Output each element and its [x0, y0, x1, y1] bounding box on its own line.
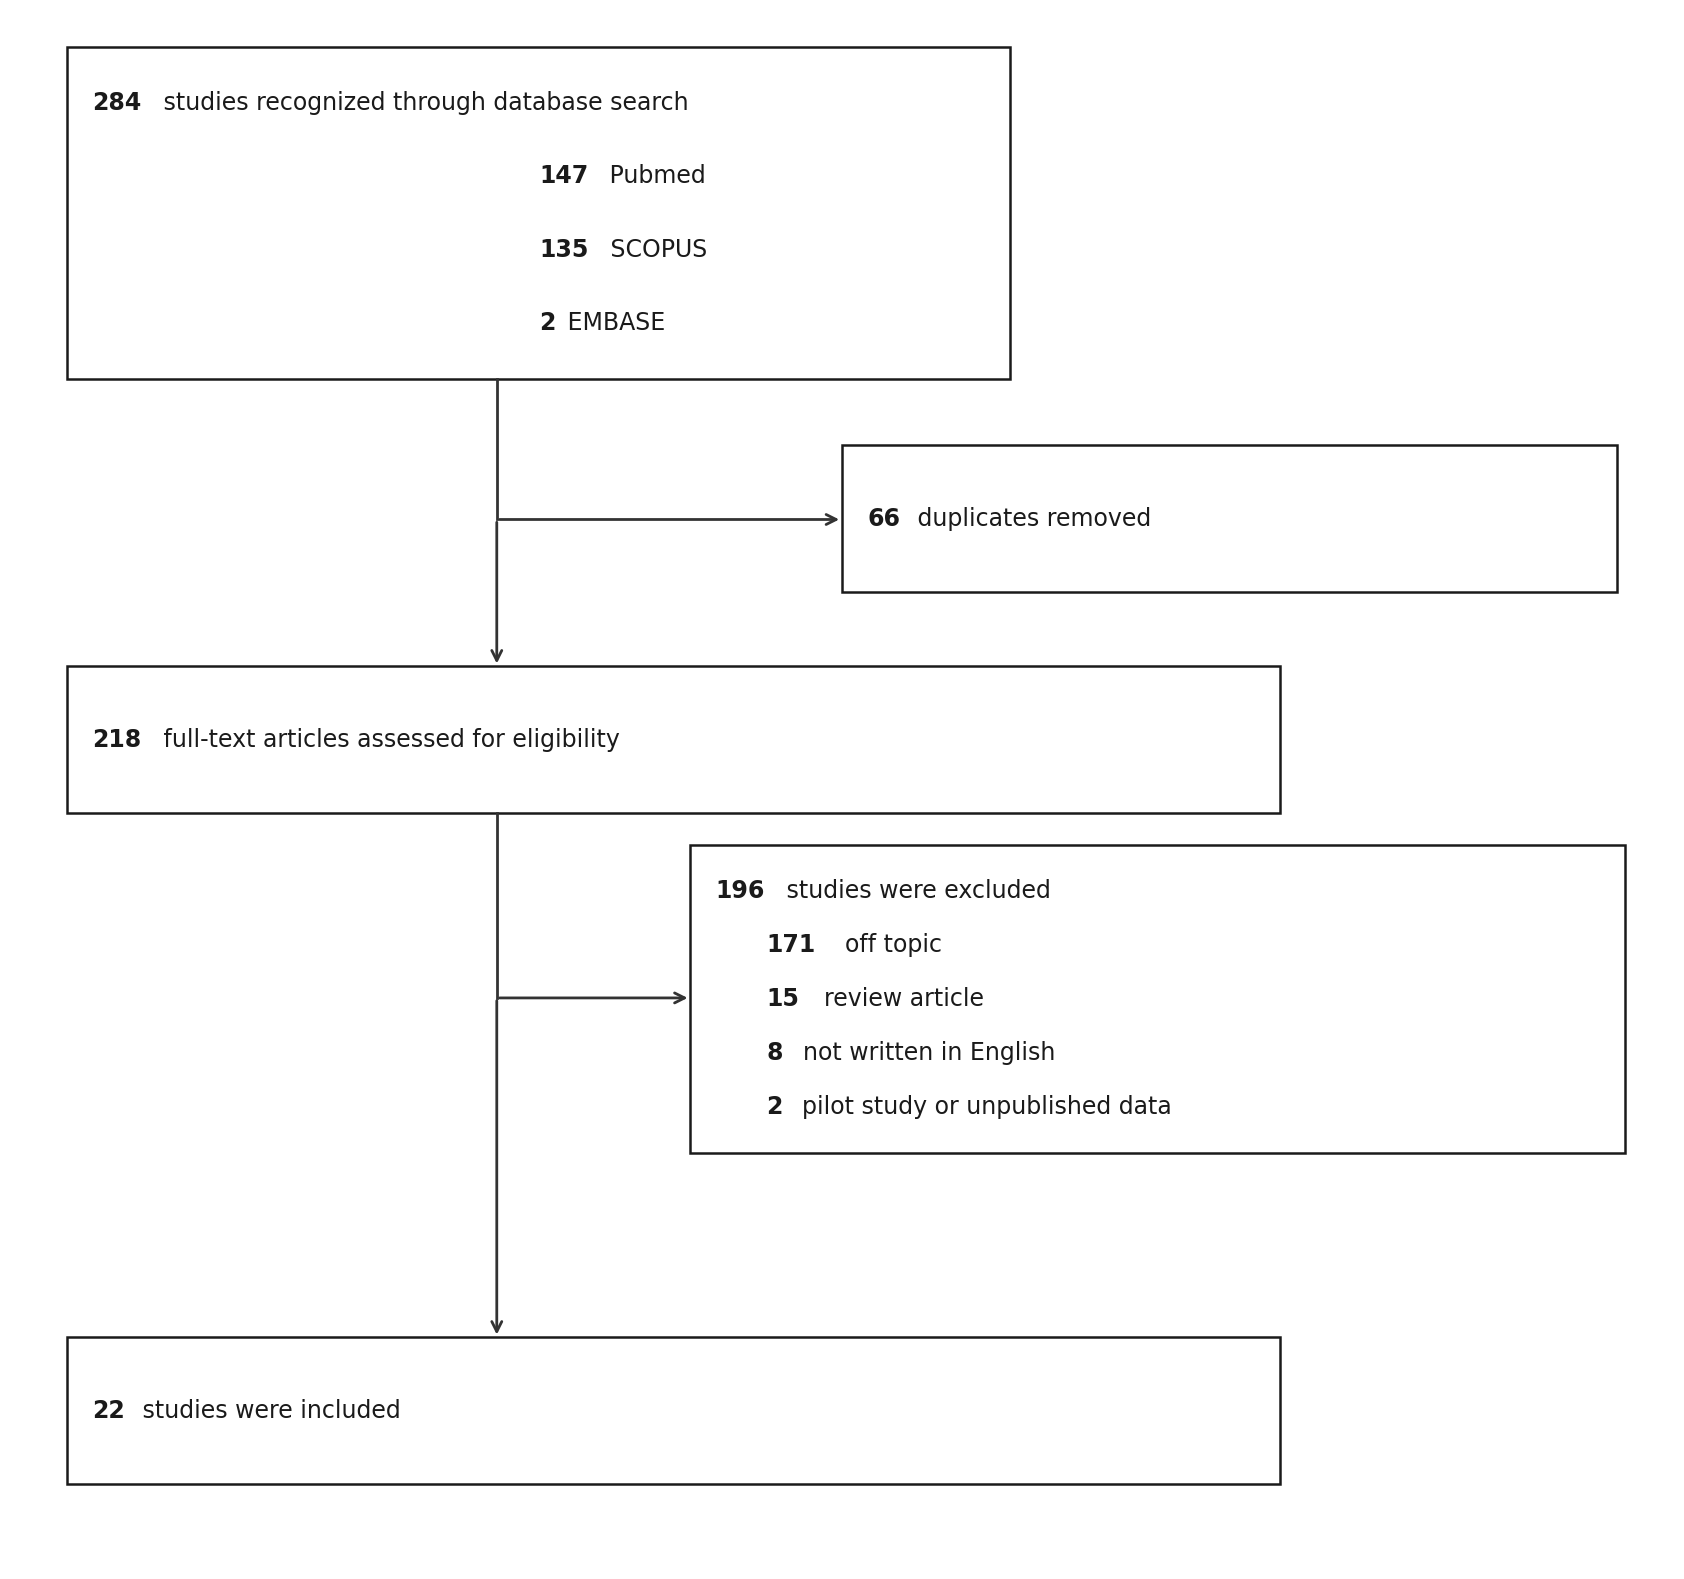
Text: review article: review article: [808, 987, 983, 1011]
Text: 196: 196: [716, 880, 765, 903]
Text: 2: 2: [766, 1094, 783, 1118]
FancyBboxPatch shape: [842, 445, 1617, 592]
Text: not written in English: not written in English: [788, 1041, 1054, 1064]
Text: off topic: off topic: [830, 933, 941, 957]
Text: 218: 218: [93, 728, 141, 752]
Text: pilot study or unpublished data: pilot study or unpublished data: [788, 1094, 1172, 1118]
Text: studies were included: studies were included: [135, 1399, 401, 1423]
FancyBboxPatch shape: [690, 845, 1625, 1153]
FancyBboxPatch shape: [67, 1337, 1280, 1484]
Text: 8: 8: [766, 1041, 783, 1064]
Text: studies were excluded: studies were excluded: [780, 880, 1051, 903]
Text: EMBASE: EMBASE: [561, 311, 665, 335]
Text: 15: 15: [766, 987, 800, 1011]
Text: SCOPUS: SCOPUS: [603, 238, 707, 262]
Text: studies recognized through database search: studies recognized through database sear…: [157, 92, 689, 115]
FancyBboxPatch shape: [67, 47, 1010, 379]
FancyBboxPatch shape: [67, 666, 1280, 813]
Text: 284: 284: [93, 92, 141, 115]
Text: 171: 171: [766, 933, 815, 957]
Text: 2: 2: [539, 311, 556, 335]
Text: duplicates removed: duplicates removed: [909, 507, 1152, 531]
Text: 22: 22: [93, 1399, 125, 1423]
Text: full-text articles assessed for eligibility: full-text articles assessed for eligibil…: [157, 728, 620, 752]
Text: Pubmed: Pubmed: [603, 164, 706, 188]
Text: 135: 135: [539, 238, 588, 262]
Text: 147: 147: [539, 164, 588, 188]
Text: 66: 66: [867, 507, 901, 531]
